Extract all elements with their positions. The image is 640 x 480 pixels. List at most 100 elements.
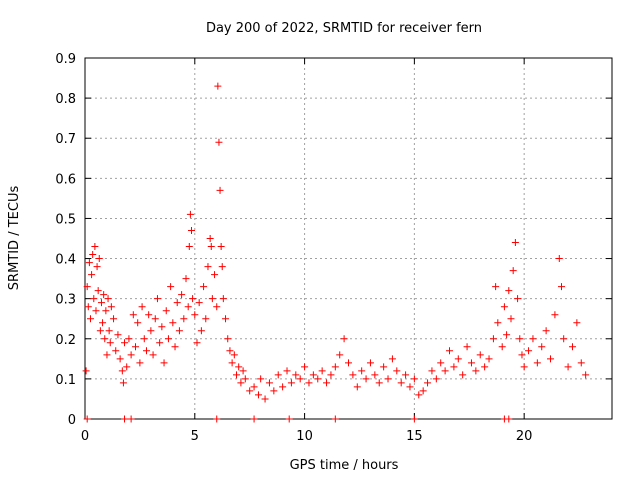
data-point [494,319,502,327]
data-point [424,379,432,387]
data-point [85,259,93,267]
data-point [498,343,506,351]
data-point [88,271,96,279]
data-point [99,319,107,327]
data-point [136,359,144,367]
x-tick-label: 10 [296,429,313,444]
data-point [492,283,500,291]
data-point [582,371,590,379]
data-point [140,335,148,343]
data-point [467,359,475,367]
data-point [366,359,374,367]
data-point [228,359,236,367]
data-point [525,347,533,355]
data-point [450,363,458,371]
data-point [93,263,101,271]
y-axis-label: SRMTID / TECUs [7,186,22,291]
data-point [84,303,92,311]
data-point [82,367,90,375]
data-point [349,371,357,379]
x-axis-label: GPS time / hours [290,458,399,473]
data-point [489,335,497,343]
data-point [101,335,109,343]
data-point [187,226,195,234]
data-point [184,303,192,311]
data-point [560,335,568,343]
data-point [167,283,175,291]
data-point [178,291,186,299]
data-point [132,343,140,351]
data-point [250,415,258,423]
data-point [100,291,108,299]
data-point [257,375,265,383]
data-point [153,295,161,303]
data-point [119,379,127,387]
data-point [345,359,352,367]
data-point [193,339,201,347]
data-point [226,347,234,355]
data-point [114,331,122,339]
data-point [283,367,291,375]
data-point [127,351,135,359]
y-tick-label: 0.9 [55,52,76,67]
data-point [441,367,449,375]
data-point [171,343,179,351]
y-tick-label: 0.5 [55,212,76,227]
data-point [353,383,361,391]
data-point [507,315,515,323]
data-point [318,367,326,375]
data-point [573,319,581,327]
data-point [393,367,401,375]
data-point [500,303,508,311]
data-point [169,319,177,327]
data-point [446,347,454,355]
data-point [160,359,168,367]
data-point [204,263,212,271]
plot-frame [84,57,613,420]
data-point [106,339,114,347]
data-point [142,347,150,355]
data-point [415,391,423,399]
data-point [358,367,366,375]
data-point [505,415,513,423]
data-point [246,387,254,395]
data-point [191,311,199,319]
data-point [509,267,517,275]
data-point [110,315,118,323]
data-point [371,371,379,379]
data-point [90,295,98,303]
y-tick-label: 0.3 [55,293,76,308]
data-point [104,295,112,303]
data-point [516,335,524,343]
y-tick-label: 0.7 [55,132,76,147]
data-point [402,371,410,379]
data-point [164,335,172,343]
data-point [241,375,249,383]
data-point [505,287,513,295]
data-point [83,283,91,291]
data-point [162,307,170,315]
y-tick-label: 0.1 [55,373,76,388]
data-point [102,307,110,315]
y-tick-label: 0.2 [55,333,76,348]
data-point [529,335,537,343]
data-point [156,339,164,347]
data-point [175,327,183,335]
data-point [173,299,181,307]
data-point [410,375,418,383]
data-point [274,371,282,379]
data-point [503,331,511,339]
x-tick-label: 20 [516,429,533,444]
data-point [97,299,105,307]
data-point [568,343,576,351]
data-point [121,415,129,423]
points-layer [82,82,590,423]
data-point [235,363,243,371]
data-point [336,351,344,359]
data-point [214,82,222,90]
data-point [285,415,293,423]
data-point [459,371,467,379]
grid-layer [85,58,612,419]
